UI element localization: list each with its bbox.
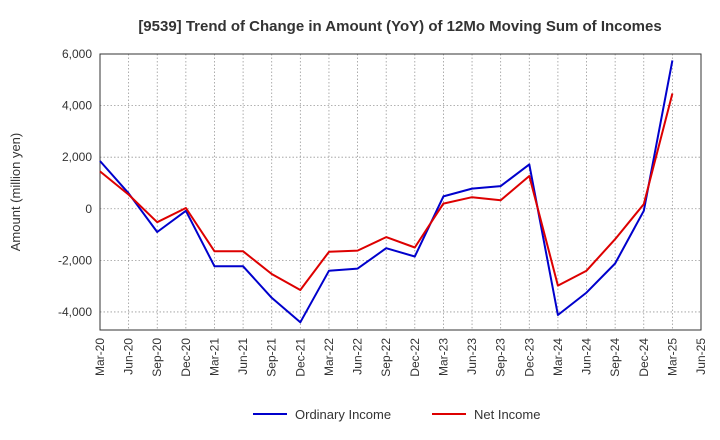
x-tick-label: Dec-21 [293, 338, 307, 377]
x-tick-label: Jun-22 [351, 338, 365, 375]
x-tick-label: Sep-21 [265, 338, 279, 377]
x-tick-label: Mar-20 [93, 338, 107, 376]
x-tick-label: Jun-25 [694, 338, 708, 375]
x-axis-ticks: Mar-20 Jun-20 Sep-20 Dec-20 Mar-21 Jun-21 Sep-… [93, 338, 708, 377]
y-tick-label: 6,000 [62, 47, 92, 61]
x-tick-label: Dec-24 [637, 338, 651, 377]
x-tick-label: Sep-22 [379, 338, 393, 377]
series-lines [99, 60, 674, 324]
legend-label-net-income: Net Income [474, 407, 540, 422]
x-tick-label: Jun-23 [465, 338, 479, 375]
legend: Ordinary Income Net Income [253, 407, 540, 422]
legend-label-ordinary-income: Ordinary Income [295, 407, 391, 422]
x-tick-label: Dec-20 [179, 338, 193, 377]
plot-area [99, 53, 702, 331]
y-tick-label: 2,000 [62, 150, 92, 164]
x-tick-label: Sep-20 [150, 338, 164, 377]
x-tick-label: Mar-25 [665, 338, 679, 376]
chart-title: [9539] Trend of Change in Amount (YoY) o… [138, 18, 661, 35]
y-tick-label: -2,000 [58, 253, 92, 267]
x-tick-label: Sep-23 [494, 338, 508, 377]
x-tick-label: Mar-24 [551, 338, 565, 376]
x-tick-label: Mar-21 [207, 338, 221, 376]
x-tick-label: Jun-21 [236, 338, 250, 375]
x-tick-label: Jun-24 [580, 338, 594, 375]
x-tick-label: Jun-20 [122, 338, 136, 375]
x-tick-label: Dec-23 [522, 338, 536, 377]
series-line-0 [99, 60, 674, 324]
x-tick-label: Dec-22 [408, 338, 422, 377]
y-axis-label: Amount (million yen) [8, 133, 23, 252]
series-line-1 [99, 93, 674, 291]
y-tick-label: 4,000 [62, 99, 92, 113]
x-tick-label: Sep-24 [608, 338, 622, 377]
y-tick-label: -4,000 [58, 305, 92, 319]
y-tick-label: 0 [85, 202, 92, 216]
x-tick-label: Mar-23 [436, 338, 450, 376]
y-axis-ticks: 6,000 4,000 2,000 0 -2,000 -4,000 [58, 47, 92, 319]
grid [100, 53, 701, 330]
x-tick-label: Mar-22 [322, 338, 336, 376]
